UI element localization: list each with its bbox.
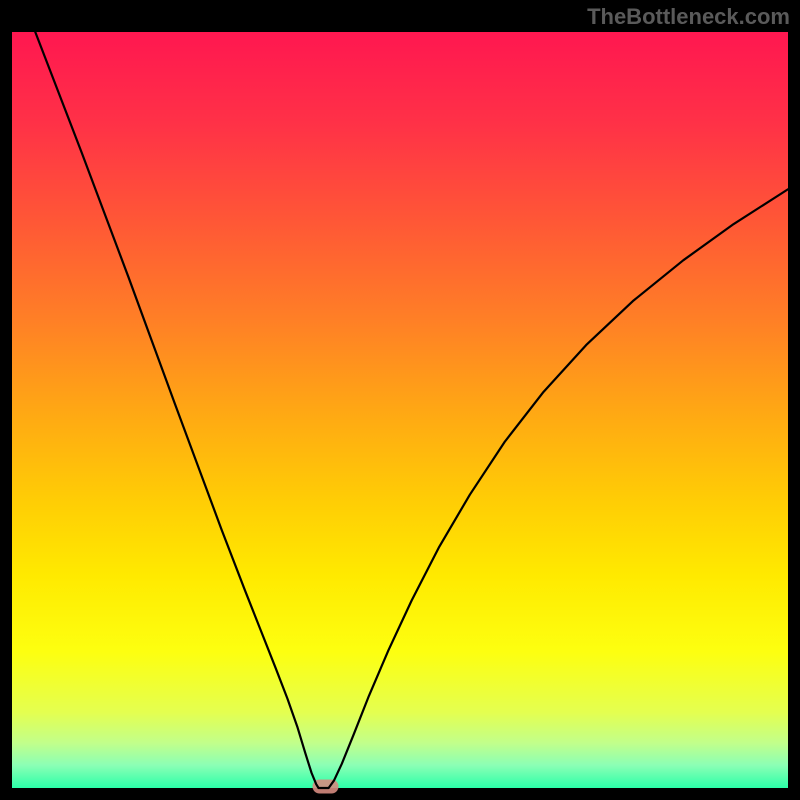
chart-svg bbox=[0, 0, 800, 800]
bottleneck-chart: TheBottleneck.com bbox=[0, 0, 800, 800]
plot-background bbox=[12, 32, 788, 788]
watermark-text: TheBottleneck.com bbox=[587, 4, 790, 30]
